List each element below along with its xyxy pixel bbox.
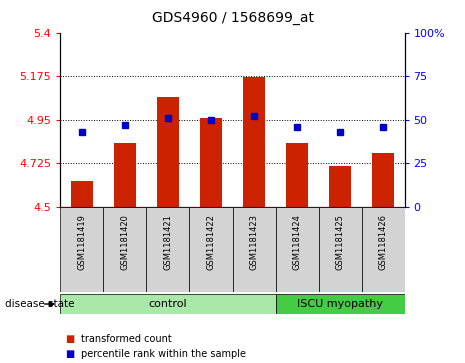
- Text: ISCU myopathy: ISCU myopathy: [297, 299, 383, 309]
- Text: GSM1181423: GSM1181423: [250, 214, 259, 270]
- Bar: [157, 97, 179, 207]
- Bar: [275, 207, 319, 292]
- Text: control: control: [149, 299, 187, 309]
- Bar: [372, 153, 394, 207]
- Bar: [71, 181, 93, 207]
- Text: GSM1181419: GSM1181419: [78, 214, 86, 270]
- Bar: [190, 207, 232, 292]
- Text: GSM1181424: GSM1181424: [292, 214, 301, 270]
- Text: GSM1181421: GSM1181421: [164, 214, 173, 270]
- Text: ■: ■: [65, 349, 74, 359]
- Bar: [60, 207, 103, 292]
- Bar: [243, 77, 265, 207]
- Bar: [286, 143, 308, 207]
- Bar: [362, 207, 405, 292]
- Text: GSM1181425: GSM1181425: [336, 214, 345, 270]
- Bar: [200, 118, 222, 207]
- Text: percentile rank within the sample: percentile rank within the sample: [81, 349, 246, 359]
- Text: GSM1181422: GSM1181422: [206, 214, 215, 270]
- Text: GSM1181426: GSM1181426: [379, 214, 387, 270]
- Bar: [232, 207, 275, 292]
- Bar: [114, 143, 136, 207]
- Text: GDS4960 / 1568699_at: GDS4960 / 1568699_at: [152, 11, 313, 25]
- Text: disease state: disease state: [5, 299, 74, 309]
- Text: ■: ■: [65, 334, 74, 344]
- Bar: [329, 166, 351, 207]
- Bar: [319, 207, 362, 292]
- Bar: [146, 207, 190, 292]
- Text: GSM1181420: GSM1181420: [120, 214, 129, 270]
- Text: transformed count: transformed count: [81, 334, 172, 344]
- Bar: [103, 207, 146, 292]
- Bar: [60, 294, 275, 314]
- Bar: [275, 294, 405, 314]
